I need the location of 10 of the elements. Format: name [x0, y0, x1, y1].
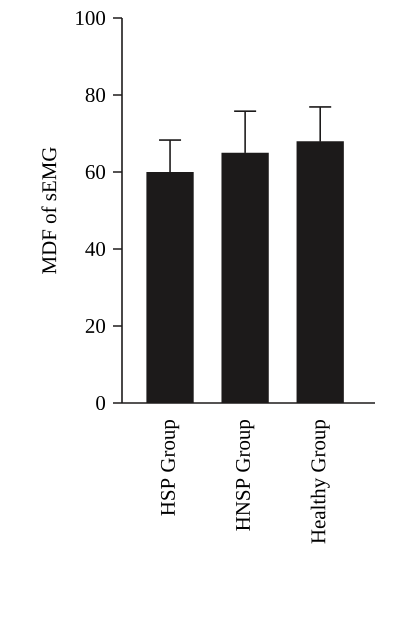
- x-tick-label: Healthy Group: [310, 420, 330, 544]
- y-axis-title: MDF of sEMG: [41, 147, 56, 274]
- x-tick-label: HNSP Group: [236, 420, 254, 531]
- y-tick-label: 100: [76, 10, 106, 26]
- y-tick-label: 80: [86, 88, 106, 102]
- y-tick-label: 40: [85, 242, 106, 256]
- y-tick-label: 0: [96, 396, 106, 410]
- y-tick-label: 60: [86, 164, 106, 180]
- x-tick-label: HSP Group: [160, 420, 180, 516]
- y-tick-label: 20: [86, 318, 106, 334]
